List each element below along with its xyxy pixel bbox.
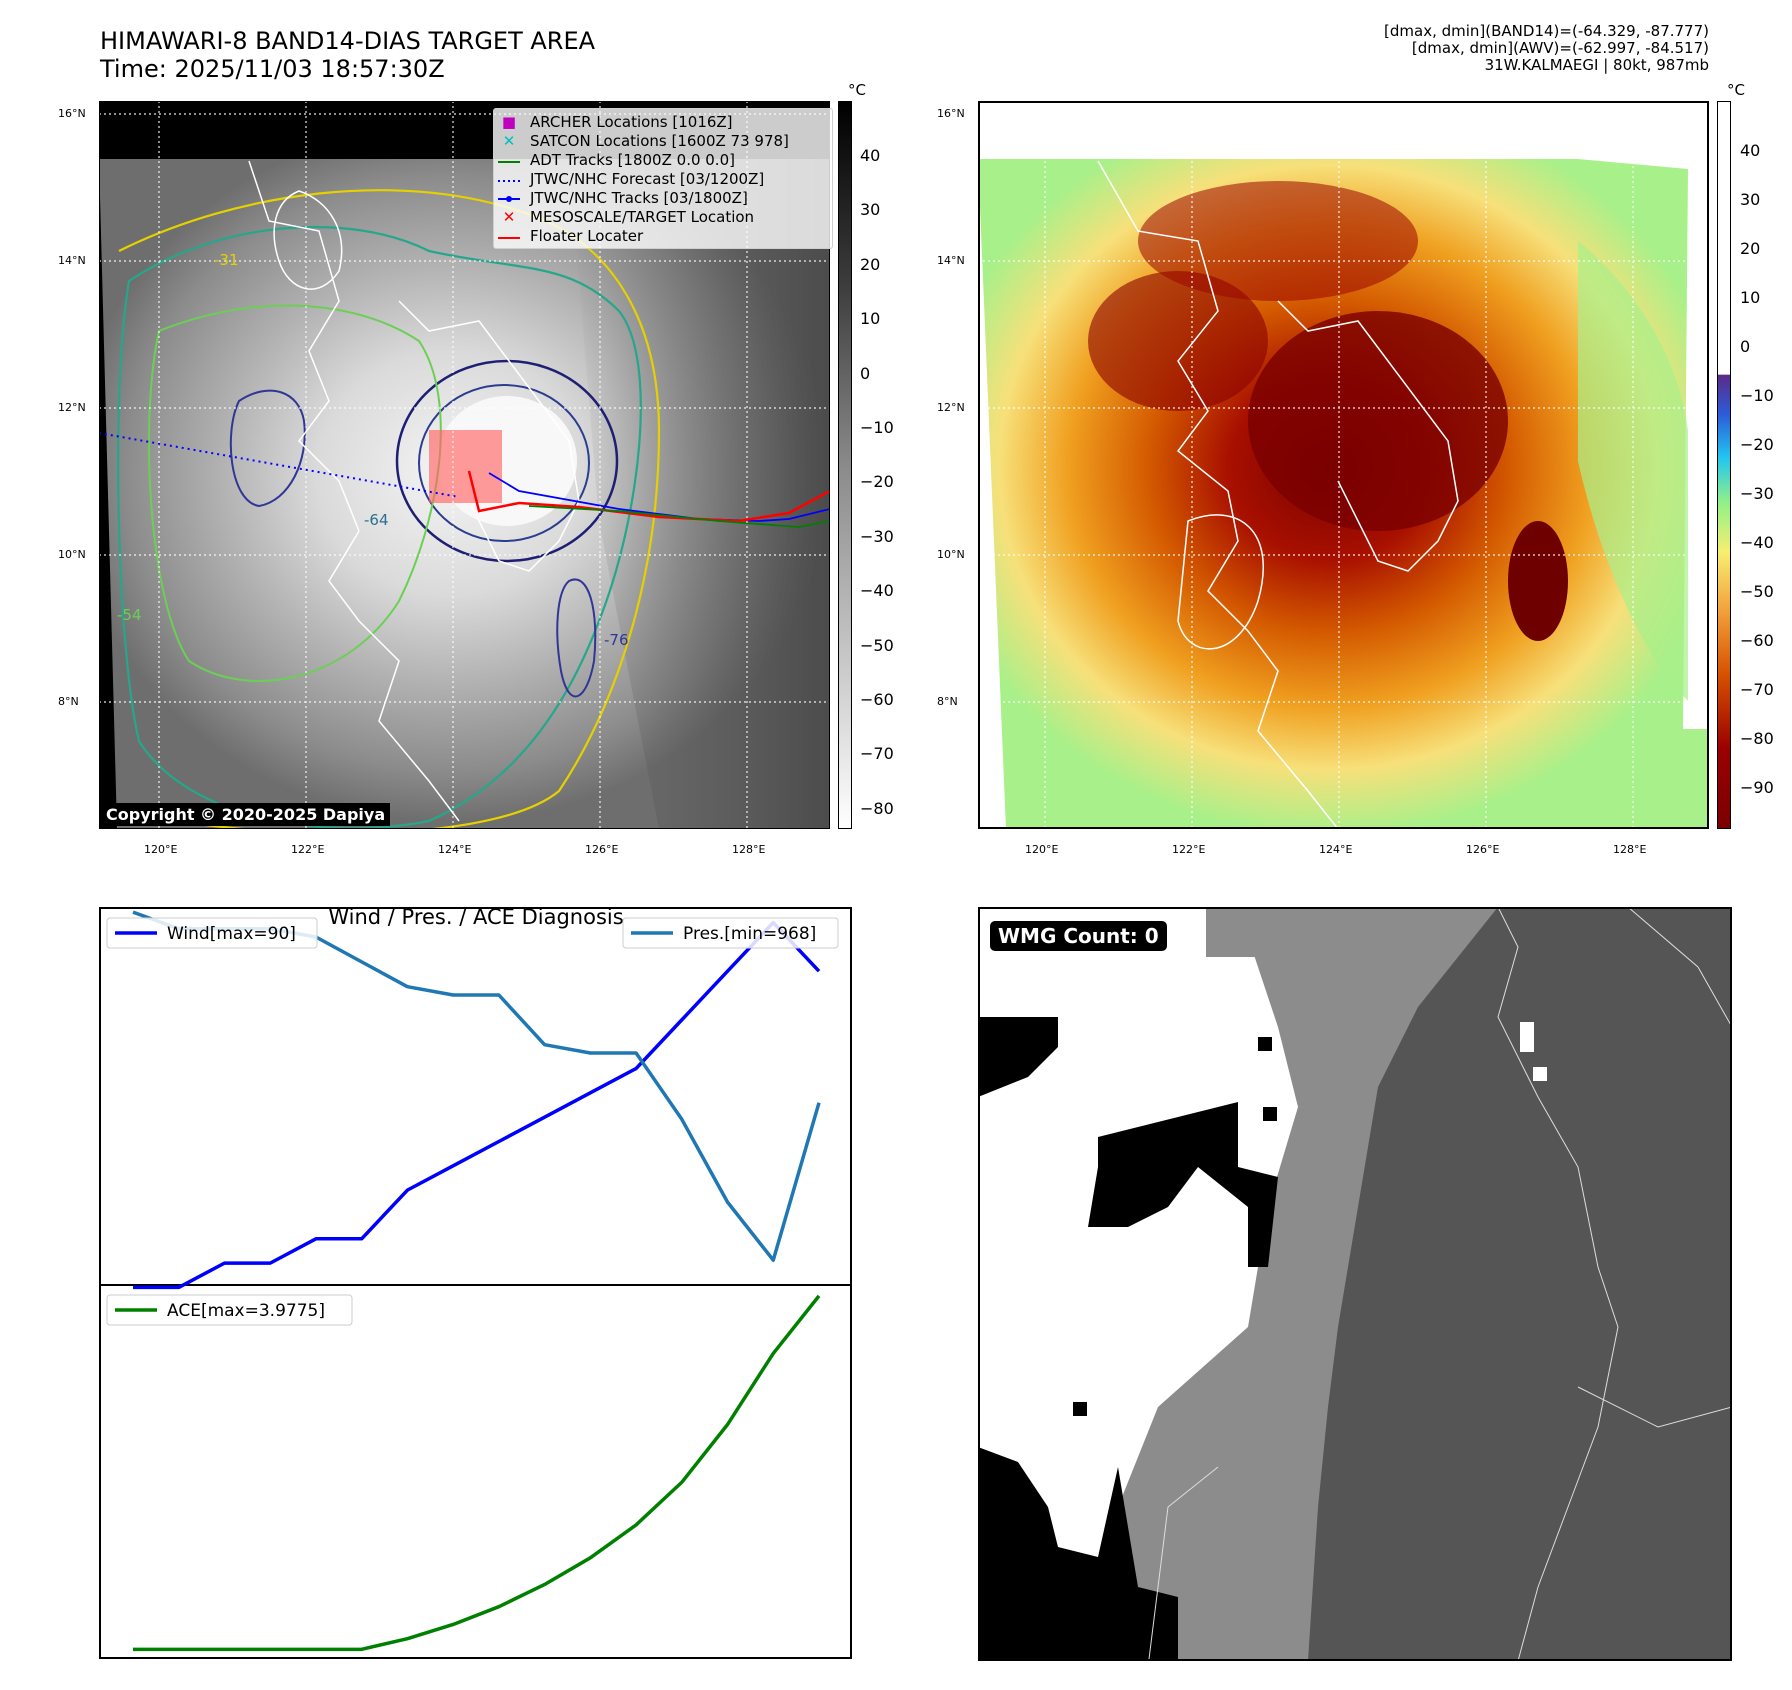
legend-forecast: JTWC/NHC Forecast [03/1200Z] [498,169,828,188]
colorbar-awv-tick: −70 [1740,680,1774,699]
contour-label-64: -64 [364,511,389,529]
diagnosis-svg: Wind / Pres. / ACE Diagnosis203040506070… [27,905,934,1659]
lat-label: 10°N [937,548,965,561]
colorbar-awv-tick: 30 [1740,190,1761,209]
colorbar-awv-tick: −30 [1740,484,1774,503]
legend-archer: ■ ARCHER Locations [1016Z] [498,112,828,131]
awv-imagery [978,101,1709,829]
contour-label-31: -31 [214,251,239,269]
lon-label: 128°E [732,843,766,856]
ace-series-line [133,1294,821,1652]
pressure-legend-box [622,917,839,949]
colorbar-gray-tick: −70 [860,744,894,764]
colorbar-awv-tick: −20 [1740,435,1774,454]
band14-imagery [99,101,830,829]
colorbar-awv-tick: −50 [1740,582,1774,601]
colorbar-gray-tick: −50 [860,635,894,655]
wmg-frame [978,907,1732,1661]
lat-label: 8°N [58,695,79,708]
lon-label: 126°E [1466,843,1500,856]
legend-mesoscale: ✕ MESOSCALE/TARGET Location [498,207,828,226]
ace-legend-box [106,1294,353,1326]
ace-legend-label: ACE[max=3.9775] [167,1301,325,1321]
lat-label: 12°N [58,401,86,414]
colorbar-awv-tick: 40 [1740,141,1761,160]
colorbar-awv-tick: −90 [1740,778,1774,797]
lon-label: 122°E [1172,843,1206,856]
map-legend: ■ ARCHER Locations [1016Z] ✕ SATCON Locati… [493,108,833,249]
wmg-count-badge: WMG Count: 0 [990,921,1167,951]
lon-label: 120°E [144,843,178,856]
colorbar-awv [1717,101,1731,829]
colorbar-gray-tick: −20 [860,472,894,492]
chart-time: Time: 2025/11/03 18:57:30Z [100,55,445,83]
colorbar-gray-tick: 40 [860,146,881,165]
lat-label: 14°N [937,254,965,267]
colorbar-awv-tick: −60 [1740,631,1774,650]
pressure-legend-label: Pres.[min=968] [683,924,816,944]
info-line-2: [dmax, dmin](AWV)=(-62.997, -84.517) [1411,39,1709,57]
colorbar-gray-tick: −30 [860,526,894,546]
colorbar-gray [838,101,852,829]
lon-label: 124°E [1319,843,1353,856]
wind-legend-box [106,917,318,949]
line-icon [498,227,520,245]
legend-adt: ADT Tracks [1800Z 0.0 0.0] [498,150,828,169]
x-marker-icon: ✕ [502,207,516,226]
colorbar-gray-tick: −10 [860,418,894,437]
lat-label: 16°N [937,107,965,120]
legend-satcon: ✕ SATCON Locations [1600Z 73 978] [498,131,828,150]
contour-label-54: -54 [117,606,142,624]
band14-map-frame [99,101,830,829]
colorbar-gray-tick: 20 [860,254,881,274]
copyright-label: Copyright © 2020-2025 Dapiya [101,803,391,826]
colorbar-awv-tick: 10 [1740,288,1761,307]
info-line-1: [dmax, dmin](BAND14)=(-64.329, -87.777) [1384,22,1709,40]
info-line-3: 31W.KALMAEGI | 80kt, 987mb [1484,56,1709,74]
lon-label: 122°E [291,843,325,856]
lat-label: 8°N [937,695,958,708]
pressure-series-line [132,910,821,1262]
lat-label: 10°N [58,548,86,561]
diagnosis-chart: Wind / Pres. / ACE Diagnosis203040506070… [27,900,934,1660]
colorbar-awv-tick: −10 [1740,386,1774,405]
colorbar-awv-tick: 0 [1740,337,1751,356]
awv-map-frame [978,101,1709,829]
legend-tracks: JTWC/NHC Tracks [03/1800Z] [498,188,828,207]
lat-label: 12°N [937,401,965,414]
dotted-line-icon [498,170,520,188]
lon-label: 120°E [1025,843,1059,856]
contour-label-76: -76 [604,631,629,649]
lat-label: 14°N [58,254,86,267]
colorbar-gray-tick: −60 [860,690,894,709]
colorbar-gray-tick: 0 [860,363,871,383]
ace-axes [99,1284,852,1659]
square-marker-icon: ■ [501,112,517,131]
chart-title: HIMAWARI-8 BAND14-DIAS TARGET AREA [100,27,596,55]
colorbar-awv-unit: °C [1727,81,1745,99]
colorbar-gray-tick: −80 [860,798,894,818]
wmg-imagery [978,907,1732,1661]
lat-label: 16°N [58,107,86,120]
colorbar-awv-tick: −40 [1740,533,1774,552]
line-icon [498,151,520,169]
wind-legend-label: Wind[max=90] [167,924,296,944]
colorbar-gray-tick: 30 [860,200,881,220]
line-dot-icon [498,189,520,207]
awv-map [978,101,1709,829]
colorbar-awv-tick: −80 [1740,729,1774,748]
lon-label: 124°E [438,843,472,856]
legend-floater: Floater Locater [498,226,828,245]
x-marker-icon: ✕ [502,131,516,150]
wind-pressure-axes [99,907,852,1286]
lon-label: 126°E [585,843,619,856]
colorbar-gray-tick: −40 [860,581,894,601]
wmg-panel: WMG Count: 0 [978,907,1732,1661]
lon-label: 128°E [1613,843,1647,856]
colorbar-gray-unit: °C [848,81,866,99]
colorbar-awv-tick: 20 [1740,239,1761,258]
wind-series-line [133,920,821,1290]
colorbar-gray-tick: 10 [860,309,881,329]
